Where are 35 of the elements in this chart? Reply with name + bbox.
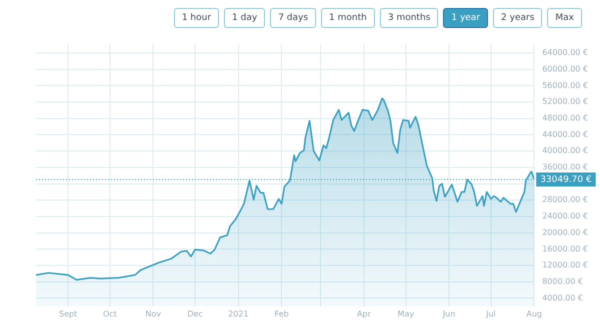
- y-tick-label: 64000.00 €: [542, 48, 588, 58]
- time-range-button: 1 year: [443, 8, 488, 28]
- x-tick-label: Feb: [274, 309, 289, 318]
- time-range-button: 1 day: [224, 8, 266, 28]
- time-range-button: 1 hour: [174, 8, 220, 28]
- x-tick-label: Aug: [526, 309, 542, 318]
- ref-line-label: 33049.70 €: [540, 174, 592, 185]
- x-tick-label: Oct: [103, 309, 117, 318]
- y-tick-label: 4000.00 €: [542, 293, 583, 302]
- y-tick-label: 48000.00 €: [542, 113, 588, 122]
- y-tick-label: 60000.00 €: [542, 64, 588, 74]
- y-tick-label: 16000.00 €: [542, 244, 588, 254]
- time-range-button: 3 months: [380, 8, 438, 28]
- y-tick-label: 12000.00 €: [542, 260, 588, 270]
- y-tick-label: 24000.00 €: [542, 212, 588, 221]
- y-tick-label: 20000.00 €: [542, 228, 588, 237]
- y-tick-label: 40000.00 €: [542, 146, 588, 156]
- y-tick-label: 44000.00 €: [542, 130, 588, 139]
- time-range-button: 7 days: [270, 8, 316, 28]
- x-tick-label: Sept: [58, 309, 78, 318]
- time-range-button: 1 month: [321, 8, 375, 28]
- y-tick-label: 36000.00 €: [542, 162, 588, 172]
- x-tick-label: May: [398, 309, 414, 318]
- x-tick-label: Apr: [357, 309, 372, 318]
- time-range-button: 2 years: [493, 8, 542, 28]
- y-tick-label: 28000.00 €: [542, 195, 588, 204]
- x-tick-label: Jun: [442, 309, 456, 318]
- time-range-button: Max: [547, 8, 582, 28]
- x-tick-label: 2021: [228, 309, 249, 318]
- y-tick-label: 8000.00 €: [542, 276, 583, 286]
- x-tick-label: Dec: [187, 309, 203, 318]
- x-tick-label: Jul: [485, 309, 496, 318]
- x-tick-label: Nov: [145, 309, 162, 318]
- y-tick-label: 56000.00 €: [542, 80, 588, 90]
- y-tick-label: 52000.00 €: [542, 97, 588, 106]
